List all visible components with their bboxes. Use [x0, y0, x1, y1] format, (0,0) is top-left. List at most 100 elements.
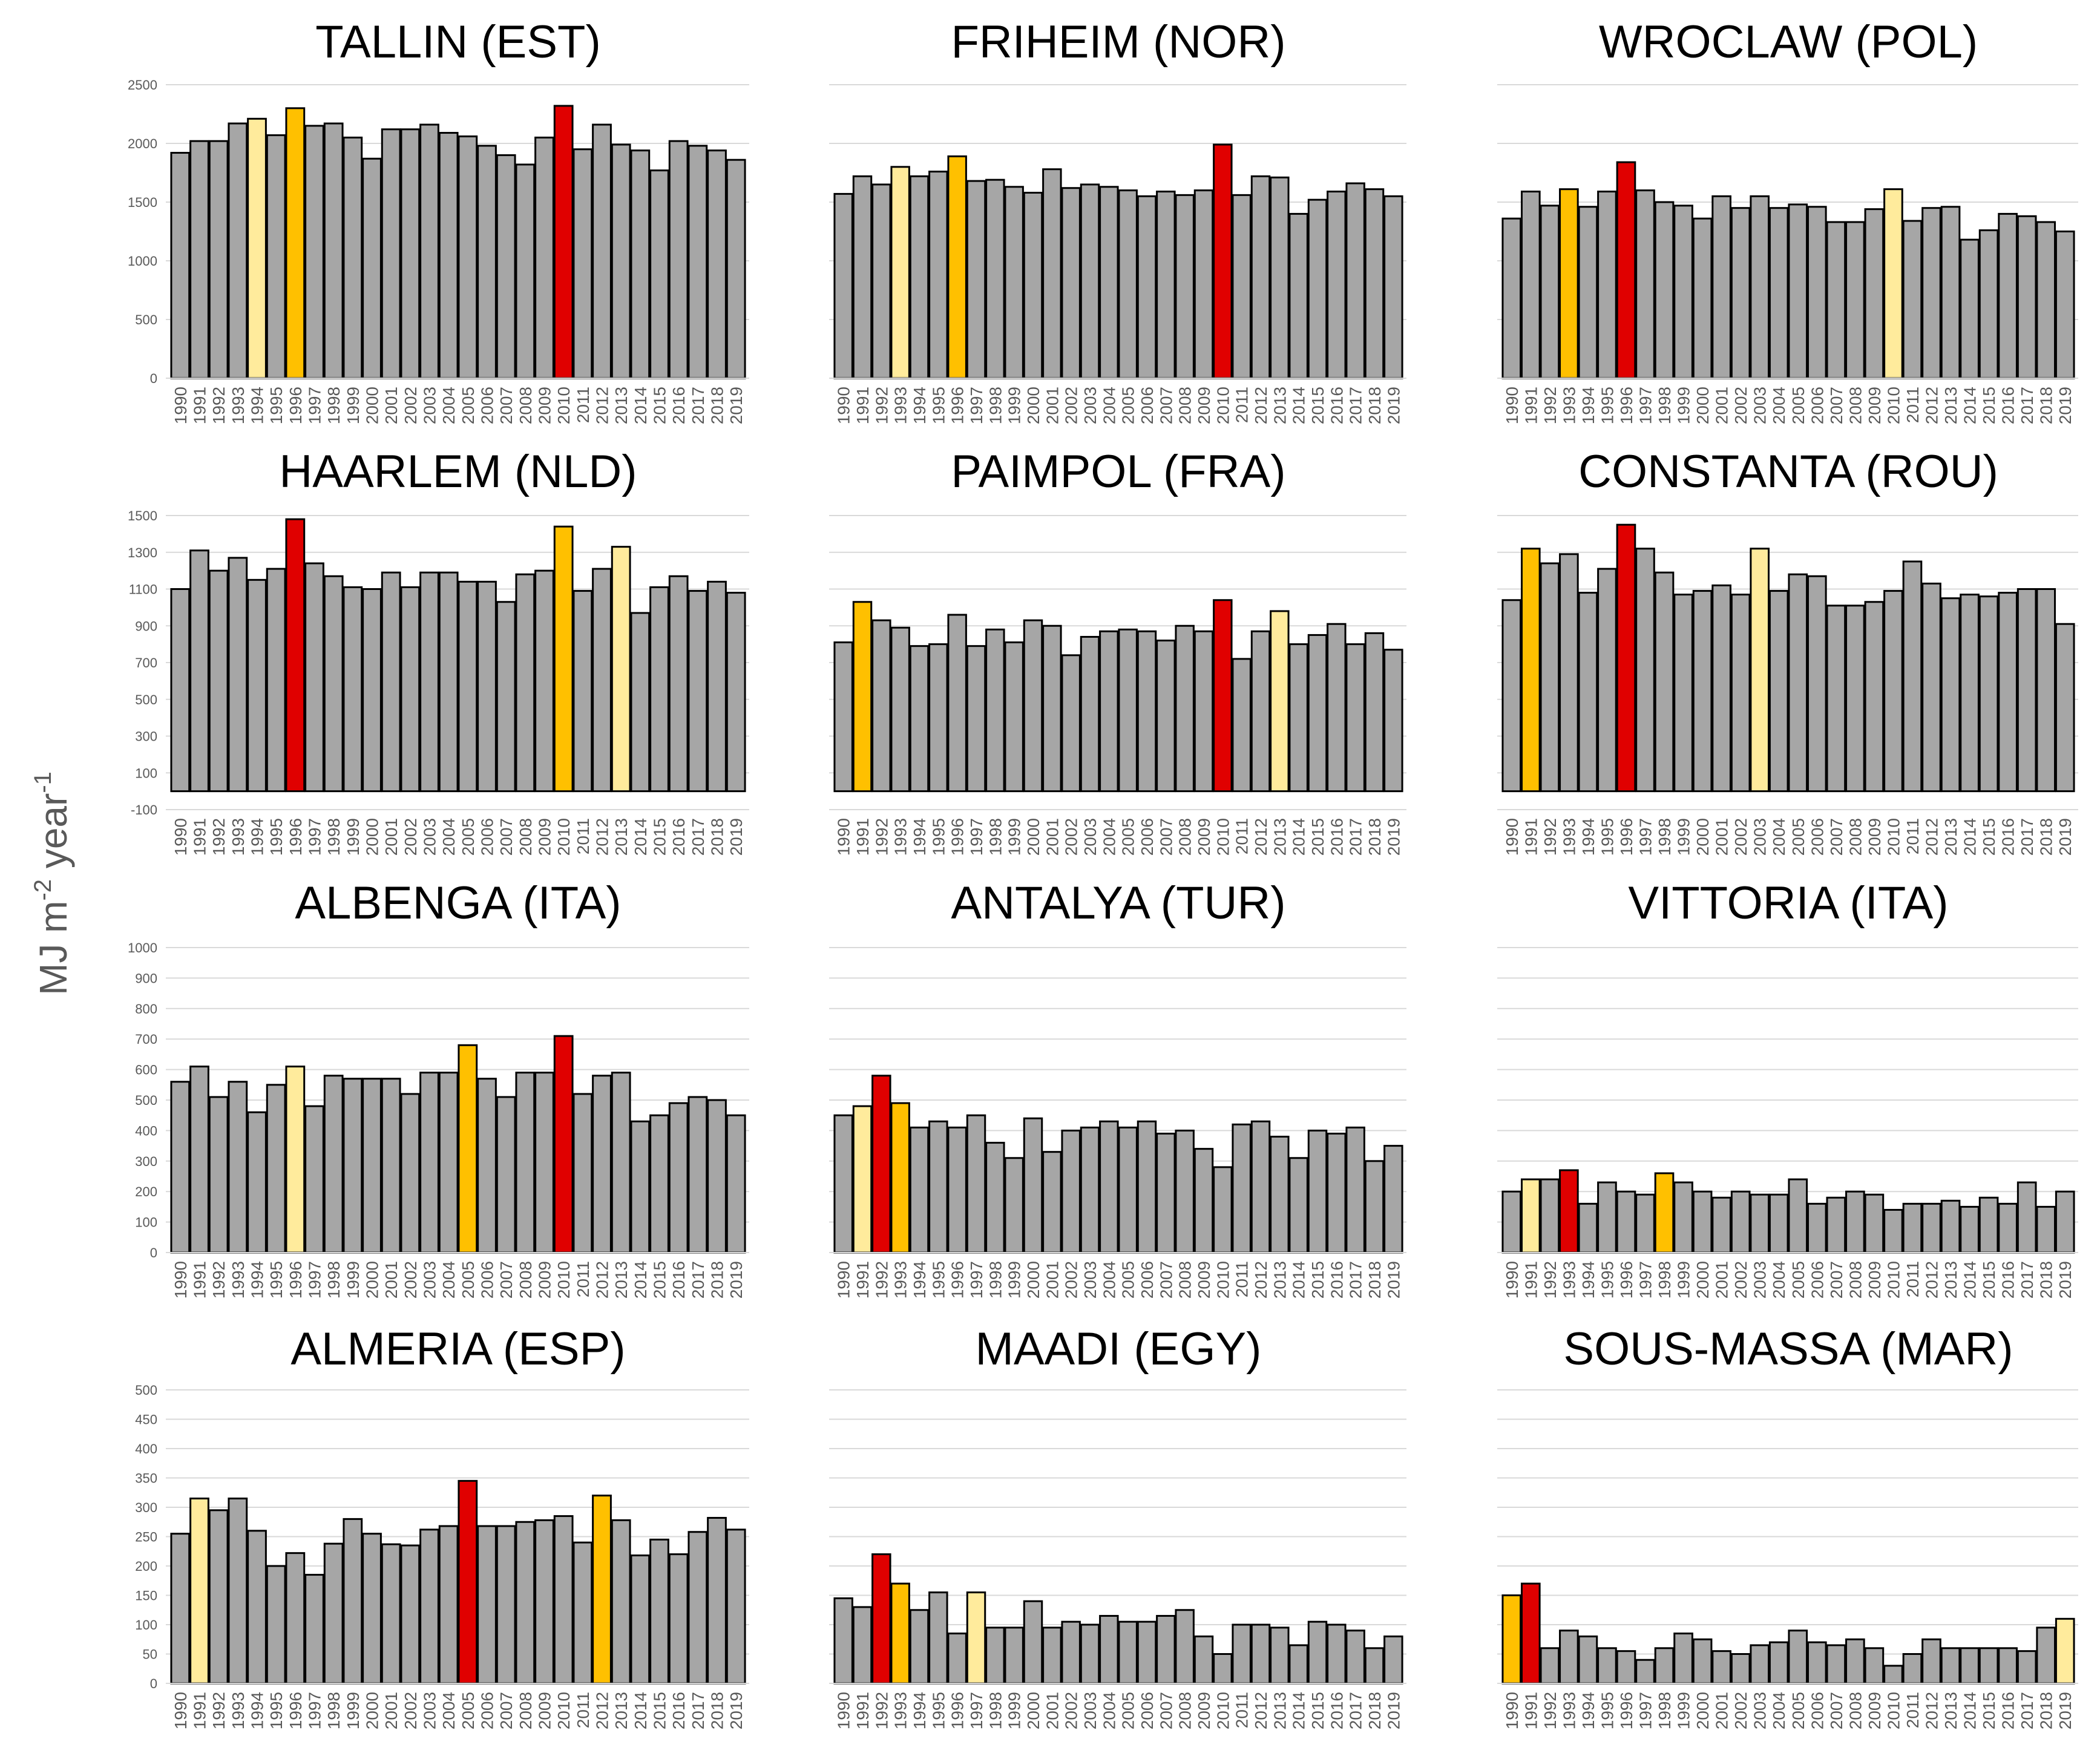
bar-2003 — [1080, 635, 1100, 793]
bar-1999 — [343, 136, 363, 379]
bar-2007 — [496, 154, 516, 379]
x-tick-label: 1995 — [929, 818, 948, 856]
bar-2010 — [1883, 188, 1903, 379]
x-tick-label: 1998 — [986, 818, 1005, 856]
bar-2007 — [1826, 1196, 1846, 1254]
bar-1999 — [1673, 1633, 1693, 1685]
x-tick-label: 2008 — [1846, 1261, 1865, 1299]
x-tick-label: 2010 — [554, 818, 573, 856]
x-tick-label: 1990 — [171, 818, 190, 856]
bar-2009 — [1864, 1647, 1885, 1685]
bar-2001 — [1711, 195, 1731, 379]
x-tick-label: 1998 — [324, 387, 343, 424]
bar-1999 — [343, 586, 363, 793]
x-tick-label: 2007 — [497, 1692, 516, 1729]
bar-2012 — [1921, 207, 1941, 379]
x-tick-label: 1995 — [1598, 818, 1616, 856]
bar-2006 — [477, 145, 497, 379]
y-tick-label: 50 — [143, 1647, 157, 1662]
bar-2000 — [1023, 619, 1043, 793]
x-tick-label: 2007 — [497, 818, 516, 856]
x-tick-label: 2010 — [1884, 818, 1903, 856]
x-tick-label: 2006 — [1808, 818, 1826, 856]
x-tick-label: 1999 — [344, 1261, 363, 1299]
bar-1998 — [323, 1075, 344, 1254]
x-tick-label: 2006 — [1808, 1261, 1826, 1299]
x-tick-label: 2009 — [536, 818, 554, 856]
x-tick-label: 2014 — [1290, 1692, 1308, 1729]
x-tick-label: 2018 — [1365, 387, 1384, 424]
x-tick-label: 2013 — [1941, 387, 1960, 424]
x-tick-label: 1996 — [286, 818, 305, 856]
x-tick-label: 2000 — [363, 818, 382, 856]
x-tick-label: 2015 — [651, 1261, 669, 1299]
bar-1999 — [343, 1078, 363, 1254]
x-tick-label: 1994 — [1579, 1261, 1598, 1299]
bar-2004 — [1768, 1193, 1789, 1254]
x-tick-label: 2013 — [612, 387, 631, 424]
x-tick-label: 2013 — [1941, 818, 1960, 856]
x-tick-label: 1994 — [248, 818, 267, 856]
bar-2001 — [381, 1543, 401, 1685]
x-tick-label: 2006 — [1138, 1261, 1157, 1299]
bar-2010 — [1883, 590, 1903, 793]
bar-1996 — [947, 614, 967, 793]
bar-2017 — [2016, 1650, 2037, 1685]
x-tick-label: 2011 — [574, 1261, 592, 1297]
x-tick-label: 2009 — [1865, 818, 1884, 856]
x-tick-label: 2004 — [1770, 1261, 1788, 1299]
x-tick-label: 1993 — [229, 387, 248, 424]
x-tick-label: 1992 — [872, 818, 891, 856]
x-tick-label: 2008 — [516, 387, 535, 424]
bar-2000 — [362, 157, 382, 379]
bar-2015 — [1978, 229, 1999, 379]
x-tick-label: 1995 — [929, 1261, 948, 1299]
bar-2019 — [726, 1114, 746, 1254]
y-tick-label: 300 — [135, 1154, 157, 1169]
x-tick-label: 2005 — [459, 818, 477, 856]
x-tick-label: 2006 — [478, 1692, 497, 1729]
y-tick-label: 0 — [150, 1676, 157, 1691]
x-tick-label: 1991 — [191, 1692, 209, 1729]
bar-2014 — [630, 612, 651, 793]
x-tick-label: 2004 — [1100, 387, 1118, 424]
x-tick-label: 2006 — [478, 1261, 497, 1299]
x-tick-label: 2003 — [1751, 1261, 1770, 1299]
bar-2009 — [1193, 1148, 1214, 1254]
bar-2018 — [2036, 588, 2056, 793]
bar-1991 — [852, 1606, 873, 1685]
x-tick-label: 2012 — [1252, 387, 1270, 424]
bar-1994 — [247, 1530, 267, 1685]
x-tick-label: 2013 — [1270, 387, 1289, 424]
bar-2012 — [592, 1075, 612, 1254]
bar-1996 — [947, 155, 967, 379]
bar-1990 — [170, 1081, 191, 1254]
x-tick-label: 2019 — [2056, 1692, 2075, 1729]
bar-2016 — [1327, 1623, 1347, 1685]
bar-1998 — [1654, 571, 1675, 793]
x-tick-label: 2011 — [574, 1692, 592, 1728]
bar-2007 — [1826, 604, 1846, 793]
x-tick-label: 1990 — [171, 387, 190, 424]
x-tick-label: 2009 — [1865, 1692, 1884, 1729]
bar-2004 — [438, 132, 459, 379]
y-tick-label: 400 — [135, 1441, 157, 1456]
bar-2003 — [1750, 548, 1770, 793]
bar-2010 — [1883, 1208, 1903, 1254]
bar-2018 — [707, 149, 727, 379]
bar-2005 — [1788, 573, 1808, 793]
bar-2008 — [1845, 1190, 1865, 1254]
y-tick-label: 100 — [135, 1215, 157, 1230]
y-tick-label: 700 — [135, 1032, 157, 1047]
x-tick-label: 2017 — [2018, 387, 2036, 424]
bar-2011 — [573, 1093, 593, 1254]
x-tick-label: 1993 — [1560, 1261, 1578, 1299]
x-tick-label: 2010 — [1213, 1261, 1232, 1299]
x-tick-label: 1991 — [1521, 387, 1540, 424]
bar-2004 — [438, 1525, 459, 1685]
bar-2008 — [515, 1072, 536, 1254]
bar-1997 — [1635, 1659, 1655, 1685]
x-tick-label: 2016 — [669, 1261, 688, 1299]
bar-2018 — [1364, 188, 1385, 379]
bar-2003 — [419, 1072, 439, 1254]
